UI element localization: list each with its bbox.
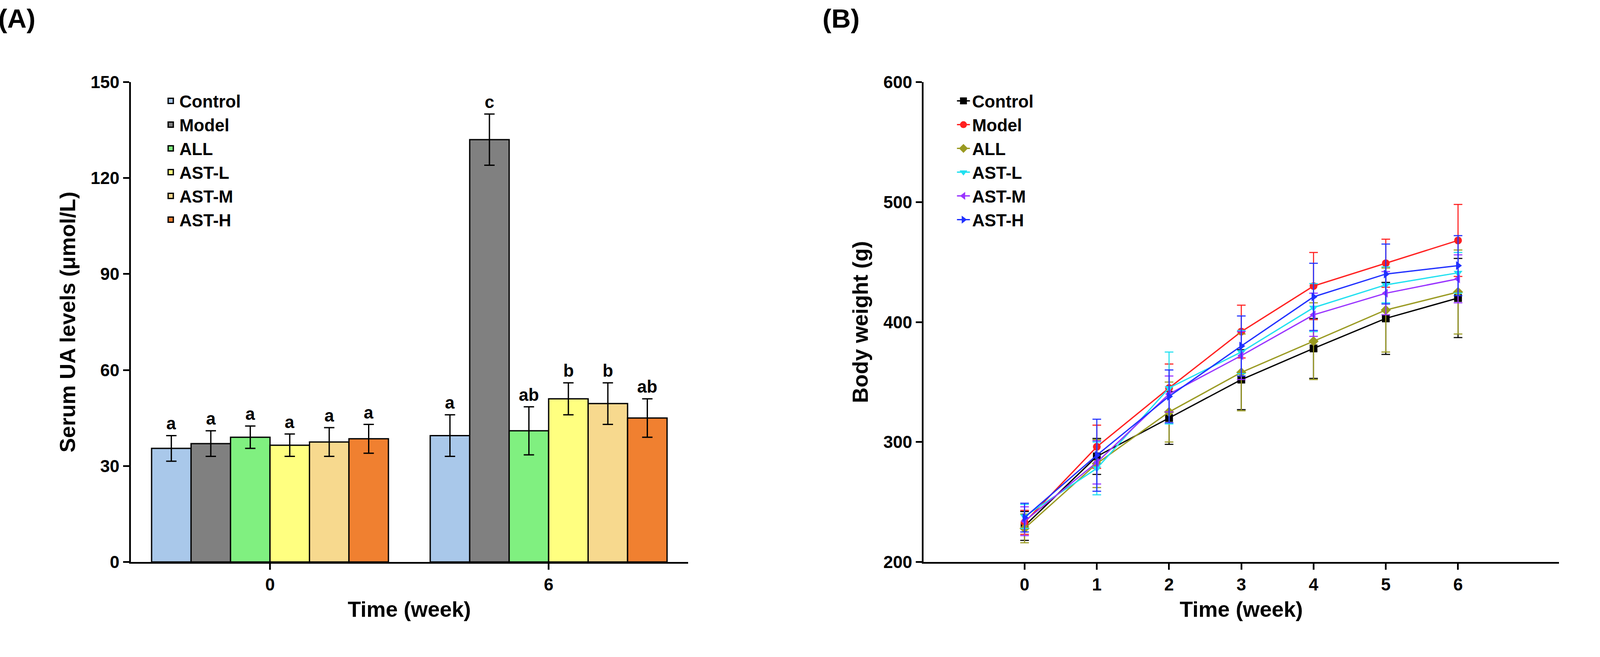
svg-text:(B): (B) [822,3,860,34]
svg-text:Body weight (g): Body weight (g) [848,241,873,404]
svg-text:0: 0 [1019,574,1030,594]
svg-text:a: a [284,412,295,432]
svg-text:AST-H: AST-H [179,210,232,230]
svg-text:a: a [166,413,177,433]
svg-text:ALL: ALL [971,139,1006,159]
svg-text:a: a [444,393,455,413]
svg-text:b: b [602,361,613,381]
svg-text:60: 60 [100,360,120,380]
svg-text:150: 150 [90,72,120,92]
svg-text:6: 6 [1453,574,1463,594]
svg-text:1: 1 [1092,574,1102,594]
svg-text:b: b [563,361,574,381]
svg-text:ab: ab [518,385,540,405]
svg-text:300: 300 [883,432,913,452]
svg-text:Serum UA levels (μmol/L): Serum UA levels (μmol/L) [55,191,80,453]
svg-text:Control: Control [971,92,1034,112]
svg-text:0: 0 [109,552,120,572]
svg-text:3: 3 [1236,574,1246,594]
svg-text:Time (week): Time (week) [1179,597,1303,622]
svg-text:Model: Model [971,115,1023,135]
svg-text:AST-L: AST-L [971,163,1023,183]
svg-text:a: a [245,404,256,424]
svg-text:6: 6 [543,574,554,594]
svg-text:AST-M: AST-M [179,187,233,207]
svg-text:200: 200 [883,552,913,572]
svg-text:ab: ab [637,377,658,397]
svg-text:AST-M: AST-M [971,187,1026,207]
svg-text:AST-L: AST-L [179,163,230,183]
svg-text:4: 4 [1308,574,1319,594]
svg-text:AST-H: AST-H [971,210,1024,230]
svg-text:2: 2 [1164,574,1174,594]
svg-text:c: c [484,92,495,112]
svg-text:120: 120 [90,168,120,188]
svg-text:0: 0 [265,574,275,594]
svg-text:a: a [363,403,374,423]
svg-text:400: 400 [883,312,913,332]
svg-text:500: 500 [883,192,913,212]
svg-text:ALL: ALL [179,139,213,159]
svg-text:Control: Control [179,92,241,112]
svg-text:30: 30 [100,456,120,476]
svg-text:5: 5 [1380,574,1391,594]
svg-text:a: a [324,406,335,426]
svg-text:Model: Model [179,115,230,135]
svg-text:(A): (A) [0,3,36,34]
svg-text:a: a [206,409,216,429]
svg-text:Time (week): Time (week) [347,597,471,622]
svg-text:600: 600 [883,72,913,92]
svg-text:90: 90 [100,264,120,284]
